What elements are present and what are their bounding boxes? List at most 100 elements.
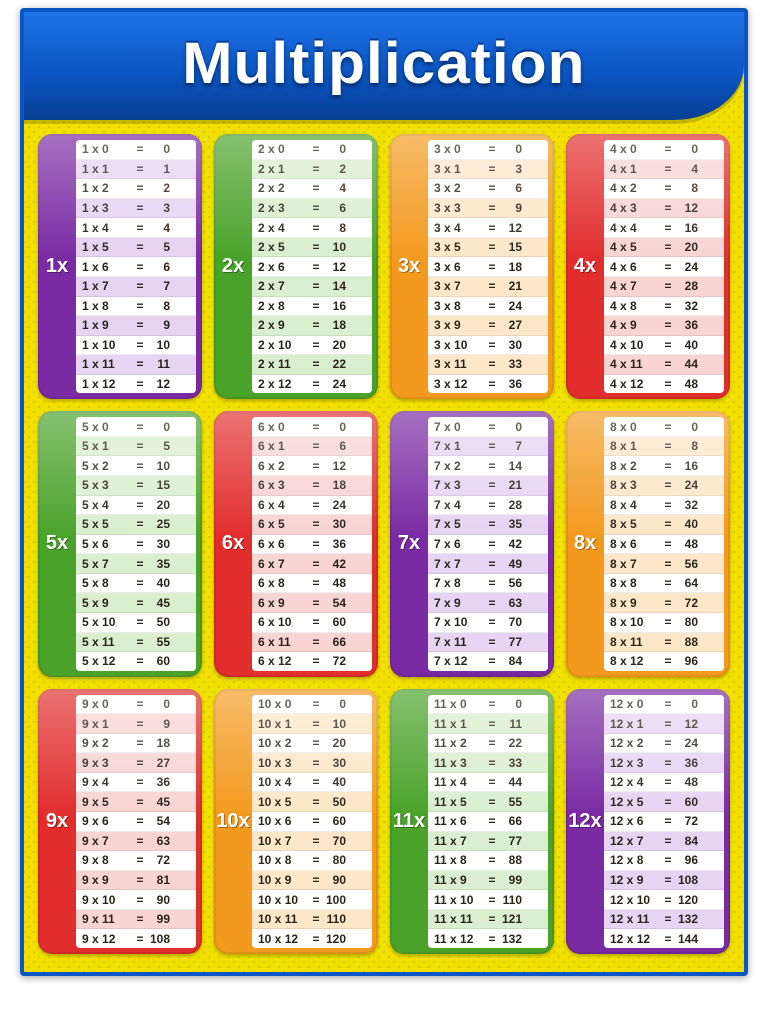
fact-row: 9 x 5=45	[76, 792, 196, 812]
fact-row: 4 x 6=24	[604, 257, 724, 277]
fact-row: 8 x 3=24	[604, 476, 724, 496]
fact-row: 2 x 11=22	[252, 355, 372, 375]
fact-row: 3 x 0=0	[428, 140, 548, 160]
card-label: 3x	[390, 134, 428, 399]
fact-row: 3 x 9=27	[428, 316, 548, 336]
fact-row: 1 x 8=8	[76, 297, 196, 317]
fact-row: 10 x 9=90	[252, 871, 372, 891]
page-title: Multiplication	[182, 30, 585, 97]
fact-row: 10 x 2=20	[252, 734, 372, 754]
fact-row: 10 x 5=50	[252, 792, 372, 812]
fact-row: 10 x 4=40	[252, 773, 372, 793]
fact-row: 8 x 6=48	[604, 535, 724, 555]
facts-list: 3 x 0=03 x 1=33 x 2=63 x 3=93 x 4=123 x …	[428, 140, 548, 393]
fact-row: 4 x 10=40	[604, 336, 724, 356]
fact-row: 1 x 9=9	[76, 316, 196, 336]
fact-row: 10 x 6=60	[252, 812, 372, 832]
fact-row: 10 x 11=110	[252, 910, 372, 930]
fact-row: 6 x 3=18	[252, 476, 372, 496]
times-table-1: 1x1 x 0=01 x 1=11 x 2=21 x 3=31 x 4=41 x…	[38, 134, 202, 399]
card-label: 10x	[214, 689, 252, 954]
fact-row: 3 x 8=24	[428, 297, 548, 317]
fact-row: 10 x 7=70	[252, 832, 372, 852]
fact-row: 8 x 12=96	[604, 652, 724, 671]
times-table-5: 5x5 x 0=05 x 1=55 x 2=105 x 3=155 x 4=20…	[38, 411, 202, 676]
fact-row: 5 x 6=30	[76, 535, 196, 555]
fact-row: 9 x 8=72	[76, 851, 196, 871]
times-table-11: 11x11 x 0=011 x 1=1111 x 2=2211 x 3=3311…	[390, 689, 554, 954]
fact-row: 6 x 1=6	[252, 437, 372, 457]
facts-list: 6 x 0=06 x 1=66 x 2=126 x 3=186 x 4=246 …	[252, 417, 372, 670]
fact-row: 1 x 6=6	[76, 257, 196, 277]
fact-row: 12 x 4=48	[604, 773, 724, 793]
facts-list: 1 x 0=01 x 1=11 x 2=21 x 3=31 x 4=41 x 5…	[76, 140, 196, 393]
fact-row: 7 x 7=49	[428, 554, 548, 574]
fact-row: 1 x 7=7	[76, 277, 196, 297]
fact-row: 12 x 5=60	[604, 792, 724, 812]
facts-list: 2 x 0=02 x 1=22 x 2=42 x 3=62 x 4=82 x 5…	[252, 140, 372, 393]
fact-row: 11 x 10=110	[428, 890, 548, 910]
card-label: 12x	[566, 689, 604, 954]
fact-row: 1 x 4=4	[76, 218, 196, 238]
fact-row: 5 x 7=35	[76, 554, 196, 574]
fact-row: 5 x 4=20	[76, 496, 196, 516]
fact-row: 7 x 0=0	[428, 417, 548, 437]
fact-row: 1 x 12=12	[76, 375, 196, 394]
fact-row: 11 x 11=121	[428, 910, 548, 930]
fact-row: 12 x 7=84	[604, 832, 724, 852]
fact-row: 8 x 1=8	[604, 437, 724, 457]
poster-header: Multiplication	[24, 12, 744, 120]
fact-row: 6 x 2=12	[252, 456, 372, 476]
fact-row: 7 x 5=35	[428, 515, 548, 535]
fact-row: 3 x 2=6	[428, 179, 548, 199]
fact-row: 9 x 7=63	[76, 832, 196, 852]
fact-row: 4 x 7=28	[604, 277, 724, 297]
fact-row: 3 x 3=9	[428, 199, 548, 219]
fact-row: 2 x 0=0	[252, 140, 372, 160]
tables-grid: 1x1 x 0=01 x 1=11 x 2=21 x 3=31 x 4=41 x…	[24, 120, 744, 972]
fact-row: 8 x 5=40	[604, 515, 724, 535]
fact-row: 3 x 7=21	[428, 277, 548, 297]
fact-row: 4 x 4=16	[604, 218, 724, 238]
fact-row: 9 x 9=81	[76, 871, 196, 891]
fact-row: 8 x 11=88	[604, 633, 724, 653]
card-label: 11x	[390, 689, 428, 954]
fact-row: 3 x 10=30	[428, 336, 548, 356]
fact-row: 4 x 12=48	[604, 375, 724, 394]
fact-row: 5 x 12=60	[76, 652, 196, 671]
fact-row: 2 x 6=12	[252, 257, 372, 277]
fact-row: 12 x 3=36	[604, 753, 724, 773]
card-label: 6x	[214, 411, 252, 676]
fact-row: 3 x 12=36	[428, 375, 548, 394]
fact-row: 4 x 2=8	[604, 179, 724, 199]
fact-row: 4 x 5=20	[604, 238, 724, 258]
fact-row: 3 x 11=33	[428, 355, 548, 375]
fact-row: 6 x 10=60	[252, 613, 372, 633]
fact-row: 9 x 11=99	[76, 910, 196, 930]
fact-row: 2 x 3=6	[252, 199, 372, 219]
fact-row: 6 x 5=30	[252, 515, 372, 535]
fact-row: 5 x 1=5	[76, 437, 196, 457]
fact-row: 6 x 8=48	[252, 574, 372, 594]
fact-row: 6 x 9=54	[252, 593, 372, 613]
card-label: 9x	[38, 689, 76, 954]
fact-row: 1 x 10=10	[76, 336, 196, 356]
card-label: 8x	[566, 411, 604, 676]
fact-row: 12 x 0=0	[604, 695, 724, 715]
fact-row: 7 x 2=14	[428, 456, 548, 476]
fact-row: 5 x 2=10	[76, 456, 196, 476]
fact-row: 4 x 3=12	[604, 199, 724, 219]
facts-list: 11 x 0=011 x 1=1111 x 2=2211 x 3=3311 x …	[428, 695, 548, 948]
fact-row: 2 x 8=16	[252, 297, 372, 317]
times-table-4: 4x4 x 0=04 x 1=44 x 2=84 x 3=124 x 4=164…	[566, 134, 730, 399]
fact-row: 12 x 1=12	[604, 714, 724, 734]
fact-row: 1 x 0=0	[76, 140, 196, 160]
fact-row: 8 x 4=32	[604, 496, 724, 516]
fact-row: 5 x 10=50	[76, 613, 196, 633]
fact-row: 4 x 11=44	[604, 355, 724, 375]
fact-row: 10 x 12=120	[252, 929, 372, 948]
fact-row: 10 x 3=30	[252, 753, 372, 773]
fact-row: 10 x 8=80	[252, 851, 372, 871]
fact-row: 5 x 3=15	[76, 476, 196, 496]
fact-row: 9 x 3=27	[76, 753, 196, 773]
